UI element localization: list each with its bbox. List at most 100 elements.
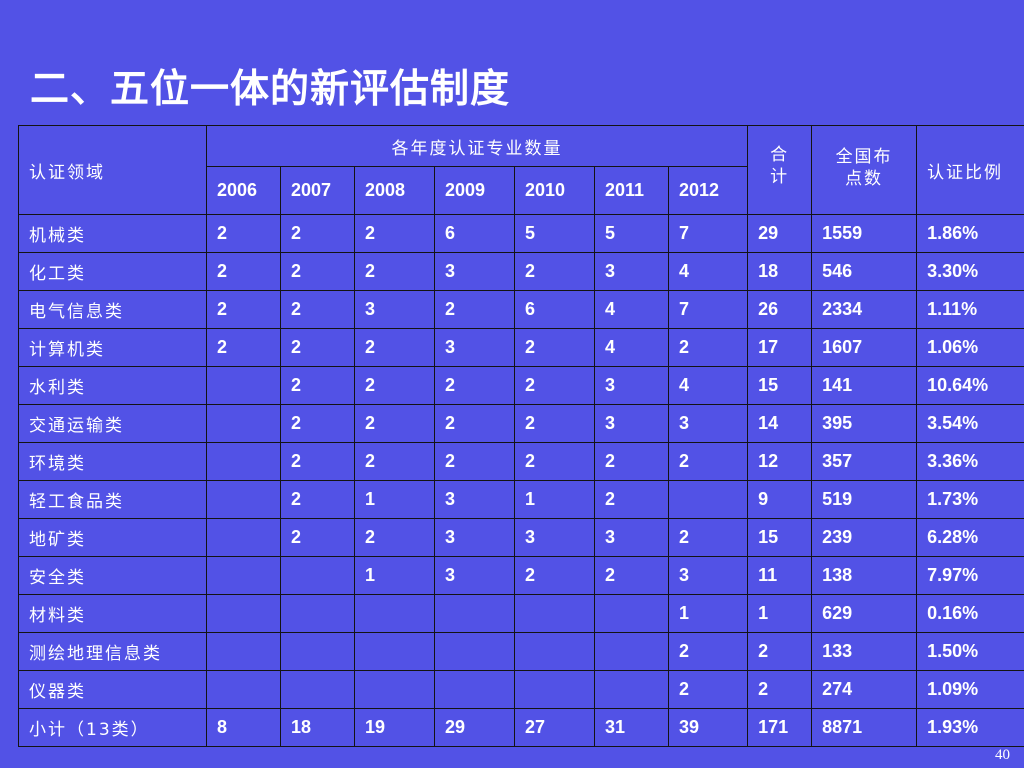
row-year-count (206, 670, 281, 709)
row-year-count: 39 (667, 708, 749, 747)
row-year-count: 2 (354, 404, 435, 443)
row-year-count: 3 (434, 252, 515, 291)
table-row: 计算机类 2 2 2 3 2 4 2 17 1607 1.06% (18, 328, 1024, 367)
row-national-count: 395 (811, 404, 918, 443)
row-year-count: 2 (434, 366, 515, 405)
row-year-count: 2 (206, 328, 281, 367)
header-ratio: 认证比例 (916, 125, 1024, 215)
table-row: 水利类 2 2 2 2 3 4 15 141 10.64% (18, 366, 1024, 405)
header-year: 2007 (280, 166, 355, 215)
header-field: 认证领域 (18, 125, 207, 215)
row-field: 水利类 (18, 366, 207, 405)
row-national-count: 133 (811, 632, 918, 671)
row-year-count (514, 594, 595, 633)
row-national-count: 138 (811, 556, 918, 595)
row-total: 2 (747, 632, 813, 671)
row-year-count: 3 (667, 404, 749, 443)
table-row: 化工类 2 2 2 3 2 3 4 18 546 3.30% (18, 252, 1024, 291)
row-year-count: 2 (667, 518, 749, 557)
row-year-count: 3 (434, 480, 515, 519)
row-total: 1 (747, 594, 813, 633)
row-year-count: 2 (667, 632, 749, 671)
row-year-count: 2 (280, 366, 355, 405)
row-ratio: 7.97% (916, 556, 1024, 595)
row-year-count: 2 (280, 252, 355, 291)
row-year-count: 2 (206, 214, 281, 253)
header-year: 2010 (514, 166, 595, 215)
header-total: 合 计 (747, 125, 813, 215)
row-year-count: 3 (594, 404, 669, 443)
row-year-count: 2 (594, 442, 669, 481)
row-national-count: 1607 (811, 328, 918, 367)
row-year-count: 1 (354, 556, 435, 595)
row-year-count: 29 (434, 708, 515, 747)
row-total: 11 (747, 556, 813, 595)
row-year-count: 2 (514, 252, 595, 291)
header-year: 2011 (594, 166, 669, 215)
row-field: 交通运输类 (18, 404, 207, 443)
page-number: 40 (995, 747, 1010, 763)
row-year-count: 4 (594, 290, 669, 329)
header-year: 2008 (354, 166, 435, 215)
row-field: 轻工食品类 (18, 480, 207, 519)
table-row: 仪器类 2 2 274 1.09% (18, 670, 1024, 709)
row-year-count: 8 (206, 708, 281, 747)
row-year-count: 2 (354, 328, 435, 367)
row-year-count (206, 518, 281, 557)
row-year-count (280, 670, 355, 709)
row-ratio: 1.50% (916, 632, 1024, 671)
row-field: 小计（13类） (18, 708, 207, 747)
row-ratio: 1.86% (916, 214, 1024, 253)
table-body: 认证领域 各年度认证专业数量 合 计 全国布 点数 认证比例 2006 2007… (18, 125, 1024, 747)
table-row: 电气信息类 2 2 3 2 6 4 7 26 2334 1.11% (18, 290, 1024, 329)
row-year-count (594, 670, 669, 709)
row-year-count (280, 632, 355, 671)
row-total: 9 (747, 480, 813, 519)
row-year-count: 6 (434, 214, 515, 253)
row-field: 材料类 (18, 594, 207, 633)
row-year-count: 2 (354, 518, 435, 557)
row-year-count: 2 (354, 442, 435, 481)
row-ratio: 3.30% (916, 252, 1024, 291)
row-year-count: 2 (354, 252, 435, 291)
row-year-count (206, 480, 281, 519)
header-total-line2: 计 (770, 167, 790, 187)
row-year-count: 2 (514, 442, 595, 481)
row-year-count (354, 670, 435, 709)
row-year-count (434, 670, 515, 709)
row-ratio: 0.16% (916, 594, 1024, 633)
row-total: 26 (747, 290, 813, 329)
row-total: 15 (747, 366, 813, 405)
row-year-count: 3 (354, 290, 435, 329)
row-ratio: 1.06% (916, 328, 1024, 367)
row-year-count: 2 (280, 328, 355, 367)
row-year-count: 3 (594, 366, 669, 405)
row-year-count: 2 (667, 442, 749, 481)
row-year-count: 19 (354, 708, 435, 747)
row-year-count: 2 (206, 252, 281, 291)
row-year-count (667, 480, 749, 519)
header-years-group: 各年度认证专业数量 (205, 125, 749, 167)
row-year-count (354, 632, 435, 671)
header-year: 2009 (434, 166, 515, 215)
row-national-count: 274 (811, 670, 918, 709)
row-ratio: 1.73% (916, 480, 1024, 519)
row-year-count: 2 (280, 518, 355, 557)
header-year: 2012 (667, 166, 749, 215)
row-year-count: 3 (514, 518, 595, 557)
header-national-line1: 全国布 (835, 147, 893, 167)
row-year-count (206, 366, 281, 405)
row-year-count (206, 442, 281, 481)
row-year-count: 2 (434, 404, 515, 443)
row-national-count: 2334 (811, 290, 918, 329)
row-national-count: 546 (811, 252, 918, 291)
row-year-count: 2 (434, 290, 515, 329)
row-year-count (280, 556, 355, 595)
row-year-count (206, 404, 281, 443)
row-year-count: 4 (667, 366, 749, 405)
row-national-count: 519 (811, 480, 918, 519)
row-ratio: 10.64% (916, 366, 1024, 405)
header-national: 全国布 点数 (811, 125, 918, 215)
row-year-count: 27 (514, 708, 595, 747)
row-year-count: 4 (594, 328, 669, 367)
